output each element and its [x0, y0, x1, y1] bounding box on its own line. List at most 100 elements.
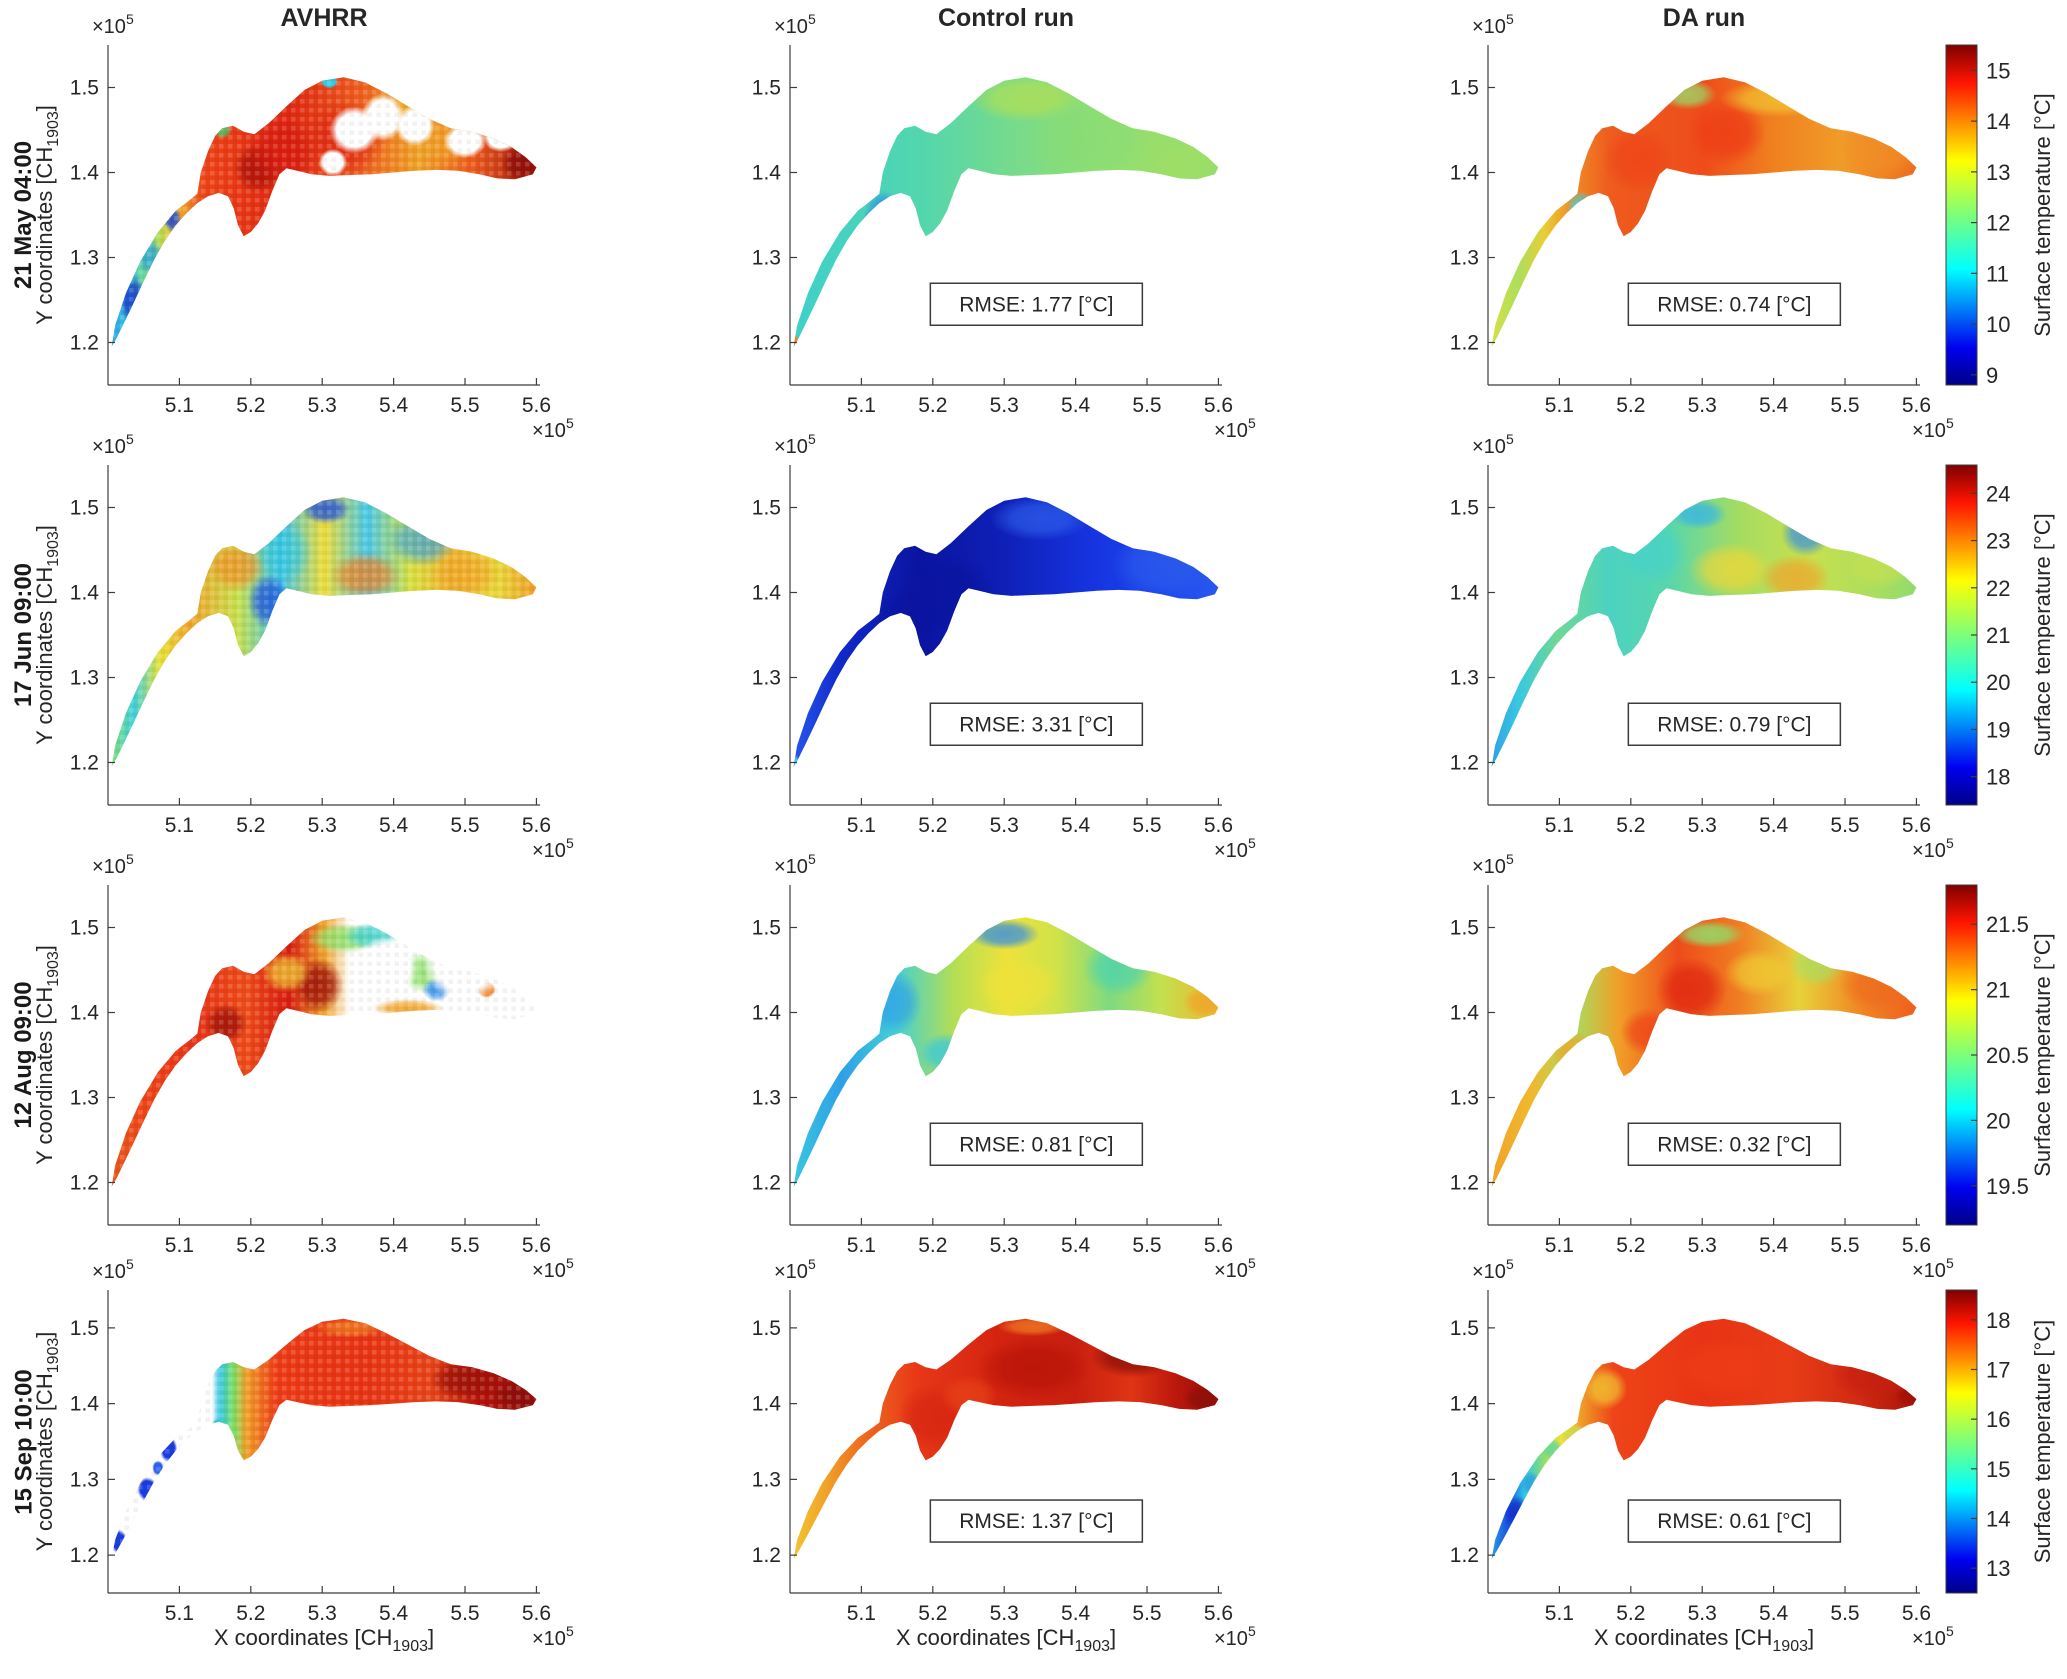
heat-spot: [1541, 1438, 1563, 1460]
x-tick-label: 5.1: [1545, 814, 1574, 837]
x-tick-label: 5.1: [165, 814, 194, 837]
x-tick-label: 5.2: [236, 814, 265, 837]
axis-multiplier: ×105: [532, 835, 574, 862]
panel-12Aug0900-da: 5.1 5.2 5.3 5.4 5.5 5.6 1.2 1.3 1.4 1.5 ×105 ×105 RM…: [1450, 851, 1954, 1282]
heat-spot: [1566, 190, 1596, 228]
y-tick-label: 1.2: [70, 1172, 99, 1195]
colorbar-tick-label: 12: [1986, 211, 2010, 236]
axis-multiplier: ×105: [1214, 1255, 1256, 1282]
y-tick-label: 1.2: [1450, 1544, 1479, 1567]
colorbar-tick-label: 11: [1986, 261, 2009, 286]
colorbar-tick-label: 19: [1986, 717, 2010, 742]
x-tick-label: 5.1: [1545, 1234, 1574, 1257]
y-tick-label: 1.4: [70, 1002, 100, 1025]
panel-12Aug0900-control: 5.1 5.2 5.3 5.4 5.5 5.6 1.2 1.3 1.4 1.5 ×105 ×105 RM…: [752, 851, 1256, 1282]
colorbar-tick-label: 20: [1986, 670, 2010, 695]
heat-spot: [975, 1336, 1090, 1400]
x-tick-label: 5.4: [1061, 394, 1091, 417]
x-tick-label: 5.6: [1902, 1234, 1931, 1257]
column-title: AVHRR: [280, 4, 367, 32]
panel-17Jun0900-avhrr: 5.1 5.2 5.3 5.4 5.5 5.6 1.2 1.3 1.4 1.5 ×105 ×105 Y …: [32, 431, 574, 862]
x-tick-label: 5.3: [308, 394, 337, 417]
heat-spot: [1655, 957, 1728, 1022]
x-tick-label: 5.5: [1132, 1234, 1161, 1257]
y-tick-label: 1.4: [1450, 1002, 1480, 1025]
y-tick-label: 1.2: [1450, 752, 1479, 775]
y-tick-label: 1.3: [752, 1087, 781, 1110]
heat-spot: [502, 544, 528, 565]
x-tick-label: 5.6: [1204, 394, 1233, 417]
y-axis-caption: Y coordinates [CH1903]: [32, 525, 62, 745]
panel-21May0400-avhrr: 5.1 5.2 5.3 5.4 5.5 5.6 1.2 1.3 1.4 1.5 ×105 ×105 AV…: [32, 4, 574, 442]
y-tick-label: 1.5: [752, 917, 781, 940]
y-tick-label: 1.2: [1450, 1172, 1479, 1195]
y-tick-label: 1.4: [1450, 162, 1480, 185]
axis-multiplier: ×105: [92, 851, 134, 878]
rmse-box: [929, 702, 1144, 746]
y-tick-label: 1.5: [70, 1317, 99, 1340]
colorbar-tick-label: 10: [1986, 312, 2010, 337]
x-tick-label: 5.6: [522, 1602, 551, 1625]
x-tick-label: 5.3: [990, 1234, 1019, 1257]
axis-multiplier: ×105: [1912, 1255, 1954, 1282]
x-tick-label: 5.1: [847, 814, 876, 837]
y-tick-label: 1.5: [1450, 497, 1479, 520]
colorbar-axis-label: Surface temperature [°C]: [2030, 513, 2055, 757]
axis-multiplier: ×105: [1912, 835, 1954, 862]
lake-heatmap: [1491, 77, 1917, 347]
heat-spot: [997, 1318, 1069, 1337]
heat-spot: [1845, 541, 1917, 590]
y-tick-label: 1.5: [752, 77, 781, 100]
heat-spot: [975, 957, 1062, 1014]
rmse-box: [1627, 282, 1842, 326]
x-tick-label: 5.3: [1688, 394, 1717, 417]
x-tick-label: 5.1: [847, 1602, 876, 1625]
x-tick-label: 5.5: [450, 394, 479, 417]
x-tick-label: 5.6: [522, 1234, 551, 1257]
axis-multiplier: ×105: [1912, 1623, 1954, 1650]
y-tick-label: 1.5: [70, 497, 99, 520]
heat-spot: [1759, 554, 1831, 602]
y-tick-label: 1.4: [1450, 582, 1480, 605]
axis-multiplier: ×105: [1912, 415, 1954, 442]
x-axis-caption: X coordinates [CH1903]: [896, 1625, 1116, 1655]
pixelation-overlay: [111, 77, 537, 347]
x-tick-label: 5.5: [450, 814, 479, 837]
axis-multiplier: ×105: [1214, 1623, 1256, 1650]
x-tick-label: 5.5: [1132, 1602, 1161, 1625]
colorbar-tick-label: 14: [1986, 109, 2010, 134]
heat-spot: [1182, 1384, 1219, 1412]
x-tick-label: 5.4: [1061, 814, 1091, 837]
heat-spot: [1837, 119, 1917, 179]
heat-spot: [939, 1374, 998, 1418]
colorbar-tick-label: 14: [1986, 1506, 2010, 1531]
x-tick-label: 5.1: [847, 394, 876, 417]
y-tick-label: 1.4: [70, 162, 100, 185]
heat-spot: [1559, 1423, 1588, 1445]
axis-multiplier: ×105: [92, 1256, 134, 1283]
column-title: DA run: [1663, 4, 1745, 32]
colorbar-tick-label: 18: [1986, 765, 2010, 790]
heat-spot: [1673, 1339, 1774, 1397]
heat-spot: [793, 754, 800, 767]
heat-spot: [1895, 1385, 1917, 1407]
heat-spot: [968, 919, 1040, 950]
x-tick-label: 5.6: [1204, 1602, 1233, 1625]
panel-15Sep1000-avhrr: 5.1 5.2 5.3 5.4 5.5 5.6 1.2 1.3 1.4 1.5 ×105 ×105 Y …: [32, 1256, 574, 1655]
heat-spot: [1616, 520, 1688, 585]
x-tick-label: 5.4: [1759, 1602, 1789, 1625]
heat-spot: [989, 497, 1090, 541]
y-tick-label: 1.2: [752, 1544, 781, 1567]
x-tick-label: 5.3: [1688, 814, 1717, 837]
y-tick-label: 1.3: [70, 1087, 99, 1110]
panel-21May0400-control: 5.1 5.2 5.3 5.4 5.5 5.6 1.2 1.3 1.4 1.5 ×105 ×105 Co…: [752, 4, 1256, 442]
rmse-value: RMSE: 0.79 [°C]: [1657, 713, 1811, 736]
x-tick-label: 5.6: [1902, 394, 1931, 417]
axes: [107, 1290, 540, 1594]
pixelation-overlay: [111, 1318, 537, 1559]
x-tick-label: 5.1: [165, 394, 194, 417]
rmse-value: RMSE: 0.81 [°C]: [959, 1133, 1113, 1156]
heat-spot: [1688, 542, 1774, 597]
x-tick-label: 5.5: [1830, 1234, 1859, 1257]
colorbar-tick-label: 9: [1986, 363, 1998, 388]
